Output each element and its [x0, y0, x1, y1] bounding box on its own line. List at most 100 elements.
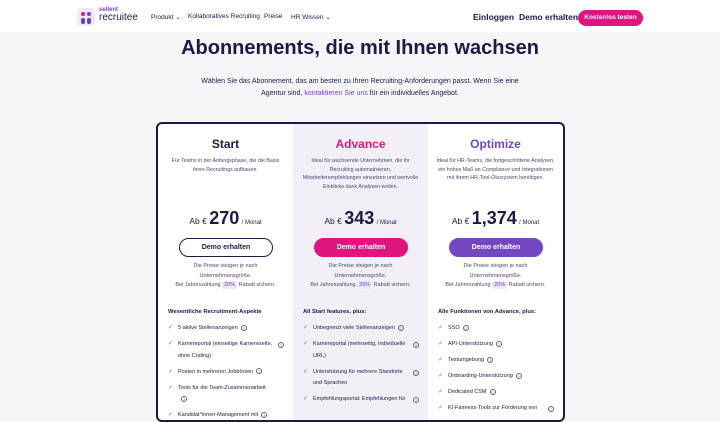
chevron-down-icon: ⌄	[175, 14, 181, 21]
plan-description: Für Teams in der Anfangsphase, die die B…	[171, 158, 280, 173]
info-icon[interactable]: ?	[413, 397, 419, 403]
price-prefix: Ab €	[451, 216, 470, 226]
features-title: Alle Funktionen von Advance, plus:	[438, 309, 537, 315]
feature-text: KI-Fairness-Tools zur Förderung von	[448, 405, 538, 411]
price-period: / Monat	[376, 220, 397, 226]
contact-link[interactable]: kontaktieren Sie uns	[304, 90, 368, 97]
check-icon: ✓	[303, 368, 309, 375]
note-discount: Rabatt sichern.	[508, 282, 546, 288]
check-icon: ✓	[168, 325, 174, 331]
feature-item: ✓ Tools für die Team-Zusammenarbeit?	[168, 383, 286, 406]
top-nav: sellent recruitee Produkt ⌄ Kollaborativ…	[0, 0, 720, 32]
info-icon[interactable]: ?	[515, 372, 522, 379]
feature-text: 5 aktive Stellenanzeigen	[178, 325, 238, 331]
plan-price: Ab € 270 / Monat	[158, 208, 293, 229]
feature-item: ✓ Karriereportal (mehrseitig, individuell…	[303, 339, 421, 362]
pricing-note: Die Preise steigen je nach Unternehmensg…	[428, 262, 563, 291]
check-icon: ✓	[438, 357, 444, 363]
feature-item: ✓ Dedicated CSM?	[438, 387, 556, 399]
plan-description: Ideal für wachsende Unternehmen, die ihr…	[302, 158, 419, 191]
plan-name: Advance	[335, 137, 386, 151]
discount-badge: 20%	[222, 281, 238, 289]
discount-badge: 20%	[357, 281, 373, 289]
chevron-down-icon: ⌄	[325, 14, 331, 21]
note-annual: Bei Jahreszahlung	[445, 282, 491, 288]
check-icon: ✓	[303, 396, 309, 402]
check-icon: ✓	[438, 389, 444, 395]
subtitle-text: Wählen Sie das Abonnement, das am besten…	[201, 78, 519, 97]
price-period: / Monat	[519, 220, 540, 226]
check-icon: ✓	[303, 341, 309, 347]
info-icon[interactable]: ?	[181, 395, 187, 402]
demo-link[interactable]: Demo erhalten	[519, 12, 579, 22]
demo-button[interactable]: Demo erhalten	[449, 238, 543, 257]
plan-name: Optimize	[470, 137, 521, 151]
nav-hr-wissen[interactable]: HR Wissen ⌄	[291, 13, 331, 21]
plan-card-start: Start Für Teams in der Anfangsphase, die…	[158, 124, 293, 420]
feature-item: ✓ Kandidat*innen-Management mit?	[168, 410, 286, 420]
price-value: 270	[209, 208, 240, 228]
info-icon[interactable]: ?	[240, 324, 247, 331]
info-icon[interactable]: ?	[397, 324, 404, 331]
feature-text: Onboarding-Unterstützung	[448, 373, 513, 379]
feature-item: ✓ API-Unterstützung?	[438, 339, 556, 351]
page-subtitle: Wählen Sie das Abonnement, das am besten…	[200, 76, 520, 100]
nav-label: Produkt	[151, 14, 174, 21]
feature-text: API-Unterstützung	[448, 341, 493, 347]
feature-text: Karriereportal (mehrseitig, individuelle…	[313, 341, 406, 359]
logo-text-top: sellent	[99, 7, 119, 13]
plan-name: Start	[211, 137, 240, 151]
price-value: 343	[344, 208, 375, 228]
check-icon: ✓	[303, 325, 309, 331]
info-icon[interactable]: ?	[548, 406, 554, 412]
feature-text: Unterstützung für mehrere Standorte und …	[313, 368, 403, 387]
free-trial-button[interactable]: Kostenlos testen	[578, 10, 643, 26]
feature-list: ✓ 5 aktive Stellenanzeigen? ✓ Karriereporta…	[168, 323, 286, 420]
logo-icon[interactable]	[77, 8, 95, 26]
check-icon: ✓	[438, 325, 444, 331]
info-icon[interactable]: ?	[413, 342, 419, 348]
note-annual: Bei Jahreszahlung	[310, 282, 356, 288]
feature-item: ✓ Onboarding-Unterstützung?	[438, 371, 556, 383]
check-icon: ✓	[438, 373, 444, 379]
check-icon: ✓	[168, 384, 174, 391]
features-title: Wesentliche Recruitment-Aspekte	[168, 309, 262, 315]
feature-text: Kandidat*innen-Management mit	[178, 412, 259, 418]
info-icon[interactable]: ?	[261, 411, 268, 418]
plan-price: Ab € 343 / Monat	[293, 208, 428, 229]
info-icon[interactable]: ?	[489, 388, 496, 395]
feature-list: ✓ Unbegrenzt viele Stellenanzeigen? ✓ Karri…	[303, 323, 421, 410]
plan-description: Ideal für HR-Teams, die fortgeschrittene…	[436, 158, 555, 182]
feature-text: SSO	[448, 325, 460, 331]
info-icon[interactable]: ?	[413, 369, 419, 376]
feature-text: Tools für die Team-Zusammenarbeit	[178, 384, 266, 391]
demo-button[interactable]: Demo erhalten	[179, 238, 273, 257]
price-prefix: Ab €	[189, 216, 207, 226]
feature-text: Karriereportal (einseitige Karriereseite…	[178, 341, 273, 359]
check-icon: ✓	[168, 341, 174, 347]
info-icon[interactable]: ?	[278, 342, 284, 348]
info-icon[interactable]: ?	[462, 324, 469, 331]
price-prefix: Ab €	[324, 216, 342, 226]
info-icon[interactable]: ?	[495, 340, 502, 347]
pricing-note: Die Preise steigen je nach Unternehmensg…	[158, 262, 293, 291]
page-title: Abonnements, die mit Ihnen wachsen	[181, 37, 539, 59]
features-title: All Start features, plus:	[303, 309, 367, 315]
price-value: 1,374	[471, 208, 517, 228]
nav-kollaboratives-recruiting[interactable]: Kollaboratives Recruiting	[188, 13, 260, 20]
info-icon[interactable]: ?	[256, 368, 263, 375]
plan-card-advance: Advance Ideal für wachsende Unternehmen,…	[293, 124, 428, 420]
feature-item: ✓ Posten in mehreren Jobbörsen?	[168, 367, 286, 379]
nav-produkt[interactable]: Produkt ⌄	[151, 13, 181, 21]
nav-preise[interactable]: Preise	[264, 13, 283, 20]
demo-button[interactable]: Demo erhalten	[314, 238, 408, 257]
discount-badge: 20%	[492, 281, 508, 289]
feature-item: ✓ Unbegrenzt viele Stellenanzeigen?	[303, 323, 421, 335]
note-text: Die Preise steigen je nach Unternehmensg…	[328, 263, 393, 279]
feature-item: ✓ SSO?	[438, 323, 556, 335]
info-icon[interactable]: ?	[487, 356, 494, 363]
check-icon: ✓	[168, 368, 174, 375]
login-link[interactable]: Einloggen	[473, 12, 515, 22]
feature-text: Empfehlungsportal: Empfehlungen für	[313, 396, 406, 402]
note-text: Die Preise steigen je nach Unternehmensg…	[193, 263, 258, 279]
